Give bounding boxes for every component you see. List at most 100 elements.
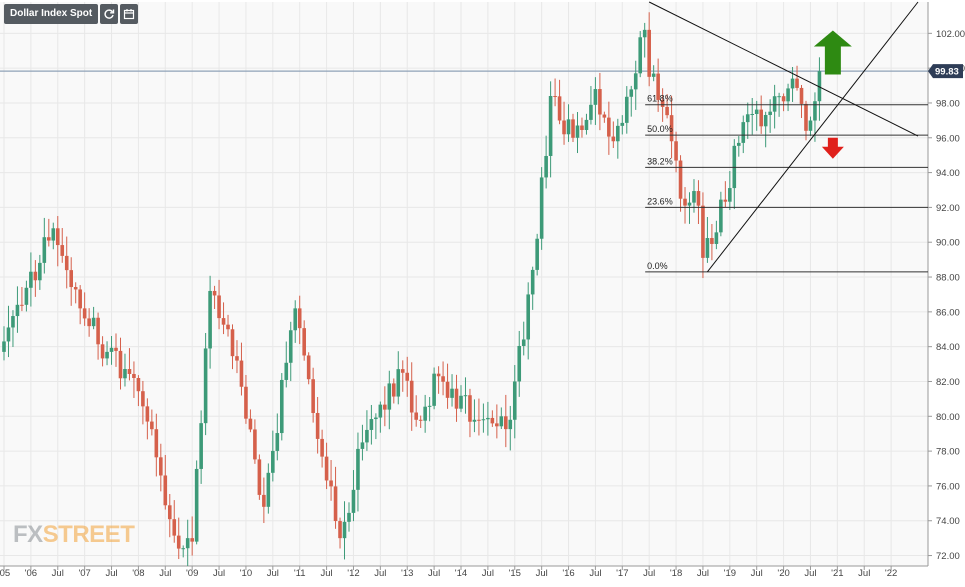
candle-body — [333, 486, 338, 522]
candle-body — [459, 395, 463, 409]
candle-body — [692, 191, 696, 203]
calendar-icon[interactable] — [120, 4, 139, 24]
x-tick-label: '21 — [831, 568, 843, 579]
candle-body — [647, 29, 651, 77]
x-tick-label: Jul — [858, 568, 870, 579]
candle-body — [208, 290, 212, 349]
candle-body — [427, 405, 432, 407]
candle-body — [342, 521, 347, 539]
candle-body — [571, 119, 575, 138]
candle-body — [194, 468, 199, 542]
y-tick-label: 84.00 — [936, 342, 960, 353]
candle-body — [100, 344, 105, 359]
candle-body — [562, 120, 566, 135]
refresh-icon[interactable] — [100, 4, 119, 24]
candle-body — [656, 73, 660, 100]
candle-body — [642, 29, 647, 38]
candle-body — [150, 421, 154, 430]
x-tick-label: Jul — [428, 568, 440, 579]
x-tick-label: '19 — [724, 568, 736, 579]
candle-body — [96, 317, 100, 345]
y-tick-label: 90.00 — [936, 238, 960, 249]
candle-body — [374, 417, 378, 420]
candle-body — [47, 237, 51, 241]
candle-body — [306, 355, 311, 380]
x-tick-label: '18 — [670, 568, 682, 579]
candle-body — [486, 417, 490, 420]
candle-body — [521, 339, 526, 346]
candle-body — [217, 295, 221, 319]
candle-body — [589, 104, 593, 120]
candle-body — [230, 329, 235, 357]
candle-body — [530, 269, 535, 295]
candle-body — [114, 347, 118, 351]
candle-body — [356, 448, 360, 490]
candle-body — [602, 114, 607, 118]
y-tick-label: 98.00 — [936, 98, 960, 109]
candle-body — [508, 419, 513, 430]
candle-body — [790, 78, 795, 89]
last-price-tag: 99.83 — [928, 64, 963, 79]
candle-body — [781, 96, 786, 102]
candle-body — [293, 308, 298, 331]
candle-body — [616, 125, 620, 142]
candle-body — [607, 117, 611, 137]
candle-body — [665, 106, 669, 116]
candle-body — [598, 89, 602, 115]
candle-body — [141, 391, 145, 407]
candle-body — [123, 368, 127, 379]
candle-body — [808, 120, 813, 131]
x-tick-label: '08 — [132, 568, 144, 579]
candle-body — [526, 294, 531, 340]
candle-body — [60, 245, 65, 256]
candle-body — [109, 347, 114, 352]
candle-body — [253, 429, 257, 460]
candle-body — [320, 438, 324, 457]
candle-body — [584, 119, 589, 131]
x-tick-label: Jul — [105, 568, 117, 579]
candle-body — [181, 548, 186, 550]
last-price-label: 99.83 — [935, 67, 959, 78]
candle-body — [633, 73, 638, 90]
x-tick-label: '06 — [25, 568, 37, 579]
candle-body — [418, 419, 423, 421]
candle-body — [441, 376, 445, 382]
x-tick-label: Jul — [589, 568, 601, 579]
candle-body — [172, 519, 177, 536]
candle-body — [714, 232, 719, 244]
fib-level-label: 23.6% — [647, 196, 673, 206]
y-tick-label: 76.00 — [936, 481, 960, 492]
candle-body — [38, 262, 42, 281]
candle-body — [620, 122, 625, 126]
candle-body — [539, 177, 544, 239]
candle-body — [544, 155, 548, 178]
candle-body — [297, 308, 302, 329]
candle-body — [777, 96, 781, 98]
fxstreet-logo: FXSTREET — [13, 521, 135, 548]
x-tick-label: Jul — [482, 568, 494, 579]
x-tick-label: '13 — [401, 568, 413, 579]
candle-body — [683, 198, 687, 206]
candle-body — [804, 103, 808, 131]
candle-body — [580, 125, 584, 131]
candle-body — [499, 416, 504, 427]
fib-level-label: 61.8% — [647, 94, 673, 104]
candle-body — [154, 429, 159, 458]
candle-body — [167, 505, 172, 520]
candle-body — [759, 109, 763, 127]
candle-body — [127, 368, 132, 374]
candle-body — [262, 494, 266, 507]
candle-body — [432, 373, 436, 406]
candle-body — [87, 318, 91, 327]
candle-body — [687, 202, 692, 206]
candles-group — [2, 12, 822, 567]
instrument-title[interactable]: Dollar Index Spot — [4, 4, 99, 24]
candle-body — [257, 459, 262, 495]
candle-body — [651, 73, 656, 77]
candle-body — [239, 360, 244, 387]
candle-body — [477, 419, 481, 421]
x-tick-label: '17 — [616, 568, 628, 579]
candle-body — [624, 96, 629, 123]
candle-body — [763, 114, 768, 127]
